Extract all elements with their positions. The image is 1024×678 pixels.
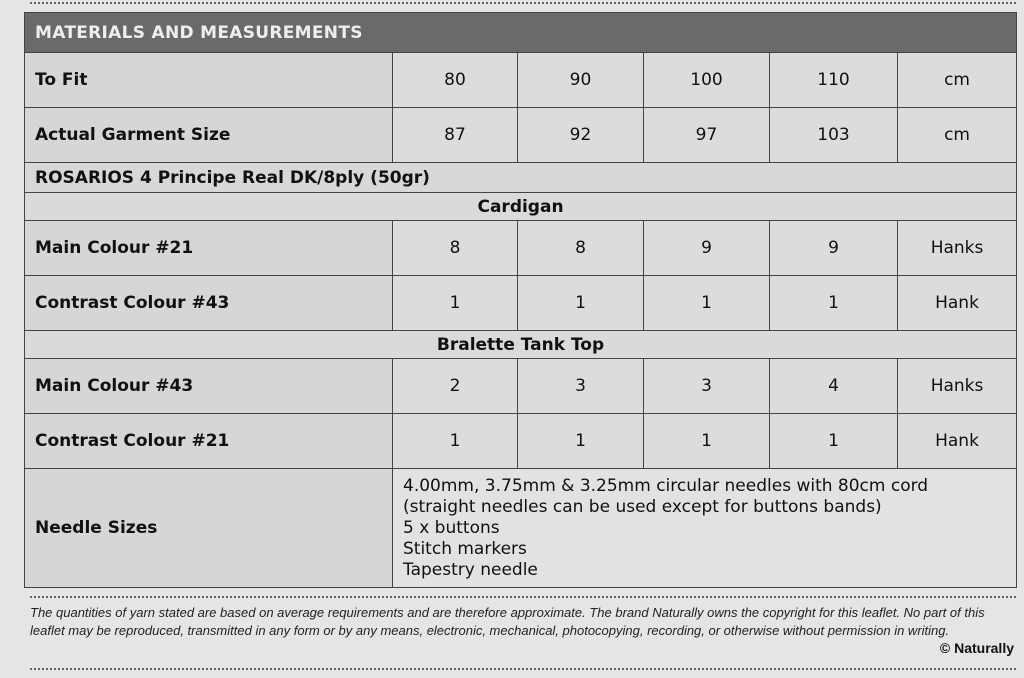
table-row-bralette-contrast: Contrast Colour #21 1 1 1 1 Hank	[24, 413, 1018, 469]
footer-divider-top	[30, 596, 1016, 598]
table-row-needles: Needle Sizes 4.00mm, 3.75mm & 3.25mm cir…	[24, 468, 1018, 588]
cell: 90	[517, 52, 644, 108]
cell: 1	[392, 275, 518, 331]
yarn-name: ROSARIOS 4 Principe Real DK/8ply (50gr)	[23, 162, 1018, 193]
cell: 97	[643, 107, 770, 163]
cell: 1	[392, 413, 518, 469]
table-title: MATERIALS AND MEASUREMENTS	[23, 12, 1018, 53]
unit: cm	[896, 52, 1018, 108]
cell: 80	[392, 52, 518, 108]
unit: Hanks	[896, 220, 1018, 276]
cell: 1	[643, 413, 770, 469]
cell: 3	[517, 358, 644, 414]
row-label: Needle Sizes	[24, 468, 393, 588]
cell: 8	[517, 220, 644, 276]
cell: 2	[392, 358, 518, 414]
row-label: Actual Garment Size	[24, 107, 393, 163]
unit: Hanks	[896, 358, 1018, 414]
cell: 1	[769, 413, 898, 469]
copyright: © Naturally	[939, 640, 1014, 656]
needle-line: 5 x buttons	[403, 517, 500, 538]
section-bralette: Bralette Tank Top	[23, 330, 1018, 359]
table-row-actual-size: Actual Garment Size 87 92 97 103 cm	[24, 107, 1018, 163]
materials-table: MATERIALS AND MEASUREMENTS To Fit 80 90 …	[23, 12, 1018, 588]
row-label: Contrast Colour #21	[24, 413, 393, 469]
unit: cm	[896, 107, 1018, 163]
needle-line: Tapestry needle	[403, 559, 538, 580]
cell: 110	[769, 52, 898, 108]
cell: 87	[392, 107, 518, 163]
footer-divider-bottom	[30, 668, 1016, 670]
cell: 92	[517, 107, 644, 163]
table-row-cardigan-contrast: Contrast Colour #43 1 1 1 1 Hank	[24, 275, 1018, 331]
needle-line: (straight needles can be used except for…	[403, 496, 882, 517]
table-row-to-fit: To Fit 80 90 100 110 cm	[24, 52, 1018, 108]
row-label: Main Colour #43	[24, 358, 393, 414]
unit: Hank	[896, 275, 1018, 331]
needle-line: 4.00mm, 3.75mm & 3.25mm circular needles…	[403, 475, 929, 496]
cell: 1	[517, 275, 644, 331]
cell: 1	[769, 275, 898, 331]
cell: 4	[769, 358, 898, 414]
cell: 9	[643, 220, 770, 276]
cell: 1	[517, 413, 644, 469]
cell: 9	[769, 220, 898, 276]
section-cardigan: Cardigan	[23, 192, 1018, 221]
table-row-cardigan-main: Main Colour #21 8 8 9 9 Hanks	[24, 220, 1018, 276]
row-label: Main Colour #21	[24, 220, 393, 276]
row-label: Contrast Colour #43	[24, 275, 393, 331]
unit: Hank	[896, 413, 1018, 469]
top-divider	[30, 2, 1016, 4]
cell: 103	[769, 107, 898, 163]
cell: 1	[643, 275, 770, 331]
cell: 3	[643, 358, 770, 414]
needles-list: 4.00mm, 3.75mm & 3.25mm circular needles…	[391, 468, 1018, 588]
footer-disclaimer: The quantities of yarn stated are based …	[30, 605, 985, 638]
cell: 8	[392, 220, 518, 276]
needle-line: Stitch markers	[403, 538, 527, 559]
row-label: To Fit	[24, 52, 393, 108]
cell: 100	[643, 52, 770, 108]
table-row-bralette-main: Main Colour #43 2 3 3 4 Hanks	[24, 358, 1018, 414]
